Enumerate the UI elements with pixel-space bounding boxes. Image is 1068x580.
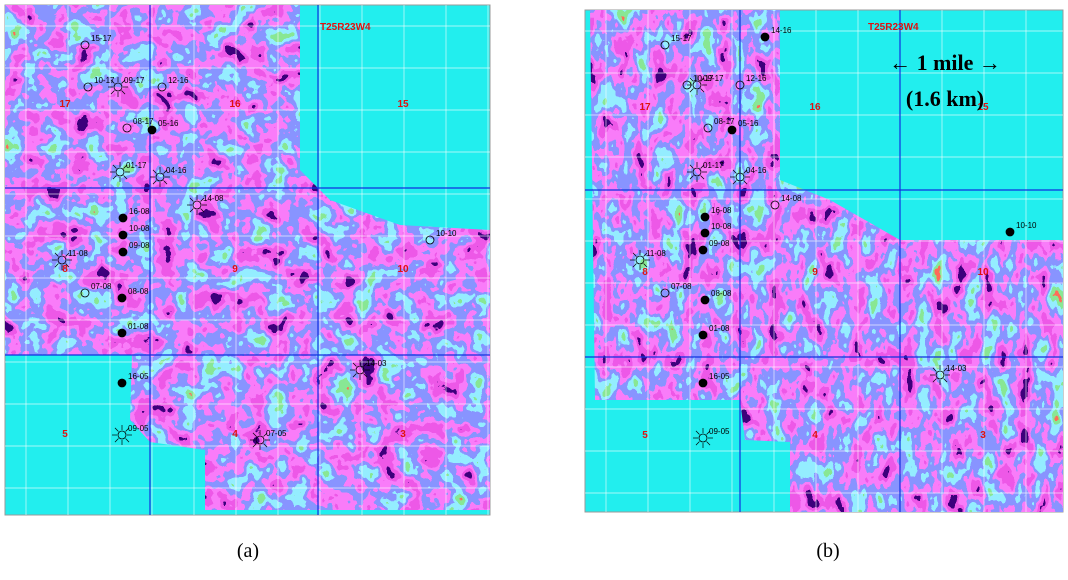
well-label: 10-08 (129, 224, 150, 233)
well-label: 09-17 (703, 74, 724, 83)
section-number: 10 (977, 267, 989, 278)
well-label: 15-17 (671, 34, 692, 43)
well-symbol (118, 294, 126, 302)
section-number: 4 (232, 429, 238, 440)
well-symbol (148, 126, 156, 134)
well-label: 16-05 (709, 372, 730, 381)
well-symbol (699, 246, 707, 254)
well-label: 14-03 (946, 364, 967, 373)
well-label: 14-16 (771, 26, 792, 35)
well-label: 10-08 (711, 222, 732, 231)
well-symbol (118, 329, 126, 337)
well-label: 07-08 (91, 282, 112, 291)
section-number: 9 (812, 267, 818, 278)
well-label: 09-17 (124, 76, 145, 85)
well-label: 08-08 (711, 289, 732, 298)
figure: 171615891054315-1710-1709-1712-1608-1705… (0, 0, 1068, 580)
township-label: T25R23W4 (868, 22, 919, 33)
well-symbol (119, 248, 127, 256)
well-label: 11-08 (646, 249, 666, 258)
well-label: 15-17 (91, 34, 112, 43)
well-label: 11-08 (68, 249, 88, 258)
well-symbol (701, 213, 709, 221)
well-symbol (761, 33, 769, 41)
well-symbol (119, 214, 127, 222)
township-label: T25R23W4 (320, 22, 371, 33)
well-label: 05-16 (158, 119, 179, 128)
well-symbol (728, 126, 736, 134)
caption: (a) (237, 540, 259, 562)
well-label: 16-05 (128, 372, 149, 381)
section-number: 3 (980, 430, 986, 441)
well-label: 14-08 (203, 194, 224, 203)
well-label: 14-08 (781, 194, 802, 203)
section-number: 15 (397, 99, 409, 110)
section-number: 9 (232, 264, 238, 275)
well-label: 14-03 (366, 359, 387, 368)
well-symbol (701, 296, 709, 304)
well-label: 09-05 (709, 427, 730, 436)
scale-bar: ← 1 mile → (889, 50, 1001, 75)
well-label: 01-17 (703, 161, 724, 170)
section-number: 17 (59, 99, 71, 110)
well-label: 07-05 (266, 429, 287, 438)
section-number: 10 (397, 264, 409, 275)
section-number: 3 (400, 429, 406, 440)
well-label: 12-16 (168, 76, 189, 85)
well-symbol (699, 331, 707, 339)
well-label: 04-16 (746, 166, 767, 175)
well-label: 10-10 (436, 229, 457, 238)
caption: (b) (816, 540, 839, 562)
well-label: 16-08 (129, 207, 150, 216)
well-label: 08-17 (133, 117, 154, 126)
well-symbol (118, 379, 126, 387)
section-number: 17 (639, 102, 651, 113)
scale-metric: (1.6 km) (906, 86, 984, 111)
section-number: 8 (642, 267, 648, 278)
well-label: 09-08 (709, 239, 730, 248)
well-label: 01-17 (126, 161, 147, 170)
well-label: 12-16 (746, 74, 767, 83)
well-label: 09-05 (128, 424, 149, 433)
section-number: 5 (62, 429, 68, 440)
well-label: 08-17 (714, 117, 735, 126)
well-symbol (119, 231, 127, 239)
section-number: 4 (812, 430, 818, 441)
section-number: 16 (809, 102, 821, 113)
well-label: 08-08 (128, 287, 149, 296)
panel-b: 171615891054315-1714-1610-1709-1712-1608… (585, 10, 1063, 512)
well-label: 05-16 (738, 119, 759, 128)
well-label: 10-10 (1016, 221, 1037, 230)
section-number: 16 (229, 99, 241, 110)
panel-a: 171615891054315-1710-1709-1712-1608-1705… (5, 5, 490, 515)
well-label: 04-16 (166, 166, 187, 175)
well-label: 16-08 (711, 206, 732, 215)
well-symbol (1006, 228, 1014, 236)
well-label: 09-08 (129, 241, 150, 250)
well-label: 01-08 (128, 322, 149, 331)
section-number: 5 (642, 430, 648, 441)
well-symbol (701, 229, 709, 237)
well-symbol (699, 379, 707, 387)
well-label: 01-08 (709, 324, 730, 333)
well-label: 07-08 (671, 282, 692, 291)
